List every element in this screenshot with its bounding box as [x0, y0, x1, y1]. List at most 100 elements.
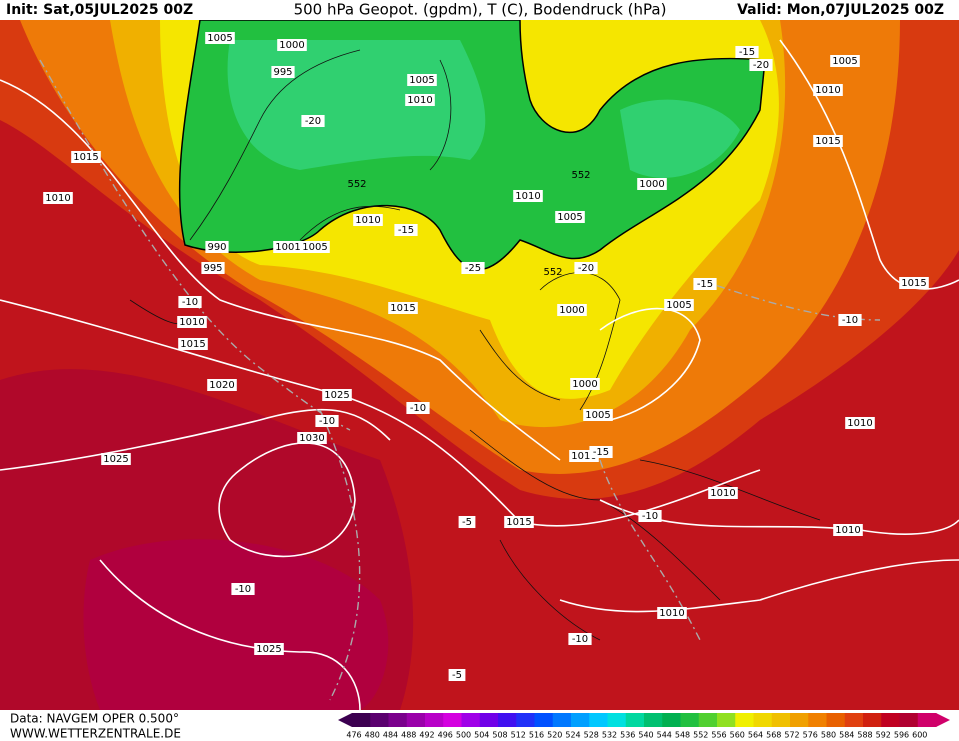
colorbar-swatch [680, 713, 700, 727]
pressure-label-box [570, 378, 600, 390]
pressure-label: 1020 [209, 380, 234, 391]
pressure-label-box [405, 94, 435, 106]
pressure-label: 990 [207, 242, 226, 253]
colorbar-label: 552 [693, 731, 708, 740]
temperature-label-box [461, 262, 485, 274]
pressure-label-box [207, 379, 237, 391]
colorbar-swatch [479, 713, 499, 727]
pressure-label: 1005 [207, 33, 232, 44]
colorbar-label: 524 [565, 731, 580, 740]
colorbar-label: 588 [857, 731, 872, 740]
temperature-label-box [458, 516, 476, 528]
temperature-label-box [574, 262, 598, 274]
pressure-label: 1005 [409, 75, 434, 86]
init-time: Init: Sat,05JUL2025 00Z [6, 2, 193, 18]
colorbar-label: 500 [456, 731, 471, 740]
temperature-label: -5 [462, 517, 472, 528]
colorbar-label: 568 [766, 731, 781, 740]
isotherm [39, 59, 881, 701]
temperature-label: -20 [305, 116, 321, 127]
temperature-label-box [693, 278, 717, 290]
temperature-label-box [406, 402, 430, 414]
colorbar-label: 572 [784, 731, 799, 740]
pressure-label: 1015 [390, 303, 415, 314]
pressure-label: 1025 [103, 454, 128, 465]
isobar [0, 408, 391, 471]
colorbar-label: 560 [730, 731, 745, 740]
pressure-label: 1010 [407, 95, 432, 106]
colorbar-label: 544 [657, 731, 672, 740]
colorbar-arrow-high [936, 713, 950, 727]
colorbar-label: 584 [839, 731, 854, 740]
pressure-label: 1005 [666, 300, 691, 311]
pressure-label-box [555, 211, 585, 223]
pressure-label-box [177, 316, 207, 328]
colorbar-swatch [753, 713, 773, 727]
colorbar-swatch [516, 713, 535, 727]
colorbar-label: 496 [438, 731, 453, 740]
pressure-label: 995 [203, 263, 222, 274]
isobar [559, 559, 959, 613]
pressure-label-box [504, 516, 534, 528]
pressure-label-box [297, 432, 327, 444]
temperature-label: -10 [182, 297, 198, 308]
colorbar-swatch [443, 713, 462, 727]
colorbar-swatch [425, 713, 444, 727]
colorbar-label: 520 [547, 731, 562, 740]
temperature-label-box [638, 510, 662, 522]
temperature-label: -10 [319, 416, 335, 427]
colorbar-label: 556 [711, 731, 726, 740]
colorbar-swatch [388, 713, 408, 727]
pressure-label-box [583, 409, 613, 421]
temperature-label: -15 [398, 225, 414, 236]
colorbar-swatch [808, 713, 827, 727]
field-green-light [227, 40, 486, 170]
pressure-label-box [407, 74, 437, 86]
pressure-label: 1005 [302, 242, 327, 253]
map-title: 500 hPa Geopot. (gpdm), T (C), Bodendruc… [294, 1, 667, 19]
pressure-label-box [637, 178, 667, 190]
pressure-label: 1025 [256, 644, 281, 655]
pressure-label-box [708, 487, 738, 499]
valid-time: Valid: Mon,07JUL2025 00Z [737, 2, 944, 18]
colorbar-label: 596 [894, 731, 909, 740]
pressure-label-box [277, 39, 307, 51]
isobar [599, 307, 701, 421]
pressure-label-box [899, 277, 929, 289]
pressure-label: 1015 [901, 278, 926, 289]
colorbar-label: 548 [675, 731, 690, 740]
colorbar-label: 576 [803, 731, 818, 740]
height-label: 552 [347, 179, 366, 190]
colorbar-label: 512 [511, 731, 526, 740]
pressure-label: 1010 [355, 215, 380, 226]
pressure-label-box [205, 32, 235, 44]
colorbar-label: 592 [876, 731, 891, 740]
colorbar-label: 480 [365, 731, 380, 740]
pressure-label: 1010 [571, 451, 596, 462]
pressure-label: 1010 [45, 193, 70, 204]
pressure-label-box [557, 304, 587, 316]
header-bar [0, 0, 959, 20]
temperature-label: -15 [593, 447, 609, 458]
data-source: Data: NAVGEM OPER 0.500° [10, 712, 179, 726]
pressure-label: 1000 [572, 379, 597, 390]
temperature-label: -25 [465, 263, 481, 274]
colorbar-swatch [717, 713, 736, 727]
pressure-label-box [254, 643, 284, 655]
pressure-label-box [845, 417, 875, 429]
temperature-label: -5 [452, 670, 462, 681]
pressure-label: 1025 [324, 390, 349, 401]
pressure-label: 1001 [275, 242, 300, 253]
pressure-label: 1015 [506, 517, 531, 528]
colorbar-label: 580 [821, 731, 836, 740]
pressure-label-box [101, 453, 131, 465]
colorbar-label: 528 [584, 731, 599, 740]
temperature-label: -20 [578, 263, 594, 274]
colorbar-swatch [917, 713, 937, 727]
colorbar-label: 540 [638, 731, 653, 740]
pressure-label: 1010 [815, 85, 840, 96]
temperature-label-box [231, 583, 255, 595]
temperature-label-box [749, 59, 773, 71]
pressure-label-box [813, 84, 843, 96]
